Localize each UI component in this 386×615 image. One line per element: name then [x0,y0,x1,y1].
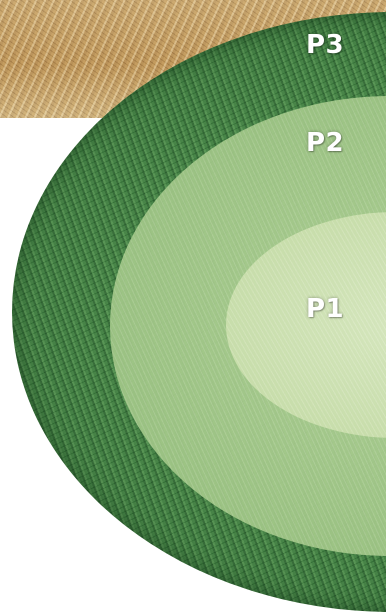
zone-label-p1: P1 [306,294,345,324]
zone-label-p2: P2 [306,128,345,158]
zone-label-p3: P3 [306,30,345,60]
